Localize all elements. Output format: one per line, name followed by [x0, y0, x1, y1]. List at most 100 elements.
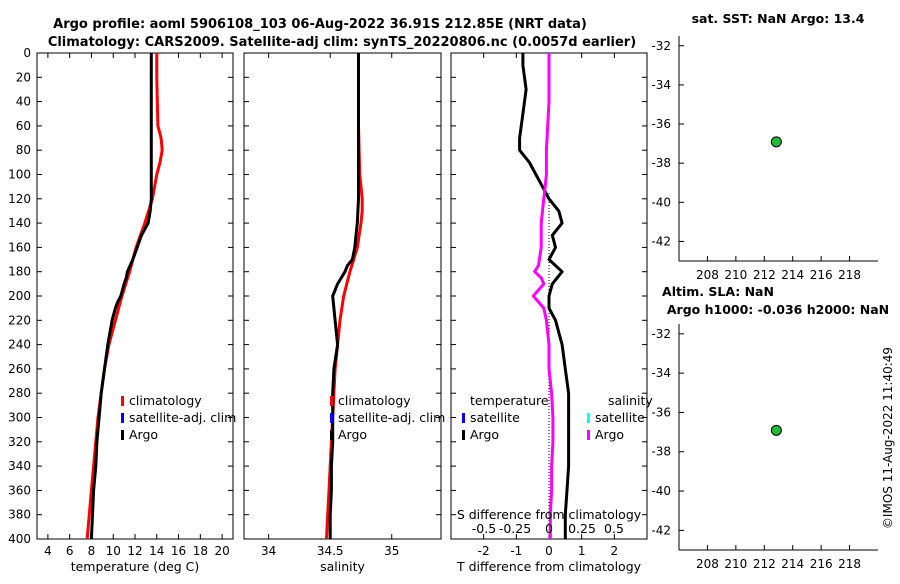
- temperature-legend-satellite-label: satellite-adj. clim: [129, 410, 236, 425]
- sla-ytick-label: -36: [651, 405, 671, 419]
- sst-ytick-label: -38: [651, 156, 671, 170]
- depth-ytick-label: 360: [8, 483, 31, 497]
- sla-xtick-label: 216: [810, 557, 833, 571]
- salinity-argo-line: [328, 53, 360, 539]
- difference-legend-sal-argo-swatch: [587, 430, 590, 440]
- temperature-argo-line: [89, 53, 153, 540]
- difference-salinity-argo-line: [531, 53, 555, 539]
- difference-temperature-argo-line: [518, 53, 571, 539]
- header-line-2: Climatology: CARS2009. Satellite-adj cli…: [48, 35, 636, 50]
- depth-ytick-label: 380: [8, 508, 31, 522]
- temperature-xtick-label: 18: [193, 544, 208, 558]
- sst-xtick-label: 214: [781, 268, 804, 282]
- sst-panel-title: sat. SST: NaN Argo: 13.4: [692, 11, 865, 26]
- sla-float-position-point: [770, 424, 782, 436]
- sst-ytick-label: -36: [651, 117, 671, 131]
- salinity-legend-argo-label: Argo: [338, 427, 367, 442]
- sst-ytick-label: -32: [651, 39, 671, 53]
- difference-xtick-label: -2: [478, 544, 490, 558]
- depth-ytick-label: 320: [8, 435, 31, 449]
- difference-xtick-label: -1: [510, 544, 522, 558]
- salinity-xlabel: salinity: [320, 559, 365, 574]
- sst-xtick-label: 212: [753, 268, 776, 282]
- temperature-xtick-label: 10: [106, 544, 121, 558]
- depth-ytick-label: 60: [16, 119, 31, 133]
- depth-ytick-label: 240: [8, 338, 31, 352]
- difference-legend-sal-satellite-label: satellite: [595, 410, 645, 425]
- temperature-xtick-label: 12: [127, 544, 142, 558]
- sla-xtick-label: 208: [696, 557, 719, 571]
- sst-xtick-label: 210: [724, 268, 747, 282]
- temperature-xtick-label: 20: [214, 544, 229, 558]
- sla-ytick-label: -40: [651, 484, 671, 498]
- sla-ytick-label: -42: [651, 523, 671, 537]
- sst-xtick-label: 218: [838, 268, 861, 282]
- depth-ytick-label: 0: [23, 46, 31, 60]
- temperature-xtick-label: 8: [88, 544, 96, 558]
- sla-xtick-label: 212: [753, 557, 776, 571]
- difference-salinity-tick-label: 0: [545, 521, 553, 536]
- difference-legend-temp-satellite-label: satellite: [470, 410, 520, 425]
- sst-ytick-label: -34: [651, 78, 671, 92]
- depth-ytick-label: 220: [8, 313, 31, 327]
- difference-salinity-tick-label: 0.25: [568, 521, 596, 536]
- difference-salinity-axis-label: S difference from climatology: [457, 507, 642, 522]
- depth-ytick-label: 40: [16, 95, 31, 109]
- depth-ytick-label: 160: [8, 240, 31, 254]
- difference-salinity-tick-label: -0.5: [472, 521, 496, 536]
- depth-ytick-label: 400: [8, 532, 31, 546]
- sla-xtick-label: 218: [838, 557, 861, 571]
- temperature-xtick-label: 4: [44, 544, 52, 558]
- depth-ytick-label: 80: [16, 143, 31, 157]
- temperature-legend-argo-swatch: [121, 430, 124, 440]
- salinity-xtick-label: 35: [384, 544, 399, 558]
- difference-salinity-tick-label: -0.25: [499, 521, 531, 536]
- salinity-legend-satellite-label: satellite-adj. clim: [338, 410, 445, 425]
- salinity-legend-climatology-label: climatology: [338, 393, 411, 408]
- sst-float-position-point: [770, 136, 782, 148]
- sst-ytick-label: -42: [651, 234, 671, 248]
- sla-xtick-label: 214: [781, 557, 804, 571]
- temperature-legend-climatology-label: climatology: [129, 393, 202, 408]
- timestamp-stamp: ©IMOS 11-Aug-2022 11:40:49: [881, 347, 895, 529]
- difference-xlabel: T difference from climatology: [456, 559, 642, 574]
- header-line-1: Argo profile: aoml 5906108_103 06-Aug-20…: [53, 17, 587, 32]
- difference-legend-temp-satellite-swatch: [462, 413, 465, 423]
- temperature-legend-argo-label: Argo: [129, 427, 158, 442]
- difference-legend-temp-argo-swatch: [462, 430, 465, 440]
- temperature-xtick-label: 16: [171, 544, 186, 558]
- difference-legend-temperature-title: temperature: [470, 393, 549, 408]
- difference-legend-salinity-title: salinity: [608, 393, 653, 408]
- sst-xtick-label: 216: [810, 268, 833, 282]
- sla-ytick-label: -32: [651, 327, 671, 341]
- temperature-legend-satellite-swatch: [121, 413, 124, 423]
- difference-legend-sal-argo-label: Argo: [595, 427, 624, 442]
- depth-ytick-label: 140: [8, 216, 31, 230]
- depth-ytick-label: 200: [8, 289, 31, 303]
- depth-ytick-label: 20: [16, 70, 31, 84]
- difference-legend-temp-argo-label: Argo: [470, 427, 499, 442]
- temperature-xlabel: temperature (deg C): [71, 559, 200, 574]
- depth-ytick-label: 180: [8, 265, 31, 279]
- difference-salinity-tick-label: 0.5: [604, 521, 624, 536]
- salinity-legend-satellite-swatch: [330, 413, 333, 423]
- sla-panel-subtitle: Argo h1000: -0.036 h2000: NaN: [667, 302, 889, 317]
- difference-legend-sal-satellite-swatch: [587, 413, 590, 423]
- sla-ytick-label: -38: [651, 445, 671, 459]
- salinity-legend-climatology-swatch: [330, 396, 333, 406]
- depth-ytick-label: 340: [8, 459, 31, 473]
- temperature-xtick-label: 14: [149, 544, 164, 558]
- depth-ytick-label: 120: [8, 192, 31, 206]
- temperature-axes-frame: [36, 52, 234, 540]
- salinity-legend-argo-swatch: [330, 430, 333, 440]
- temperature-xtick-label: 6: [66, 544, 74, 558]
- sst-ytick-label: -40: [651, 195, 671, 209]
- depth-ytick-label: 300: [8, 411, 31, 425]
- sst-xtick-label: 208: [696, 268, 719, 282]
- depth-ytick-label: 260: [8, 362, 31, 376]
- depth-ytick-label: 100: [8, 168, 31, 182]
- difference-xtick-label: 1: [578, 544, 586, 558]
- depth-ytick-label: 280: [8, 386, 31, 400]
